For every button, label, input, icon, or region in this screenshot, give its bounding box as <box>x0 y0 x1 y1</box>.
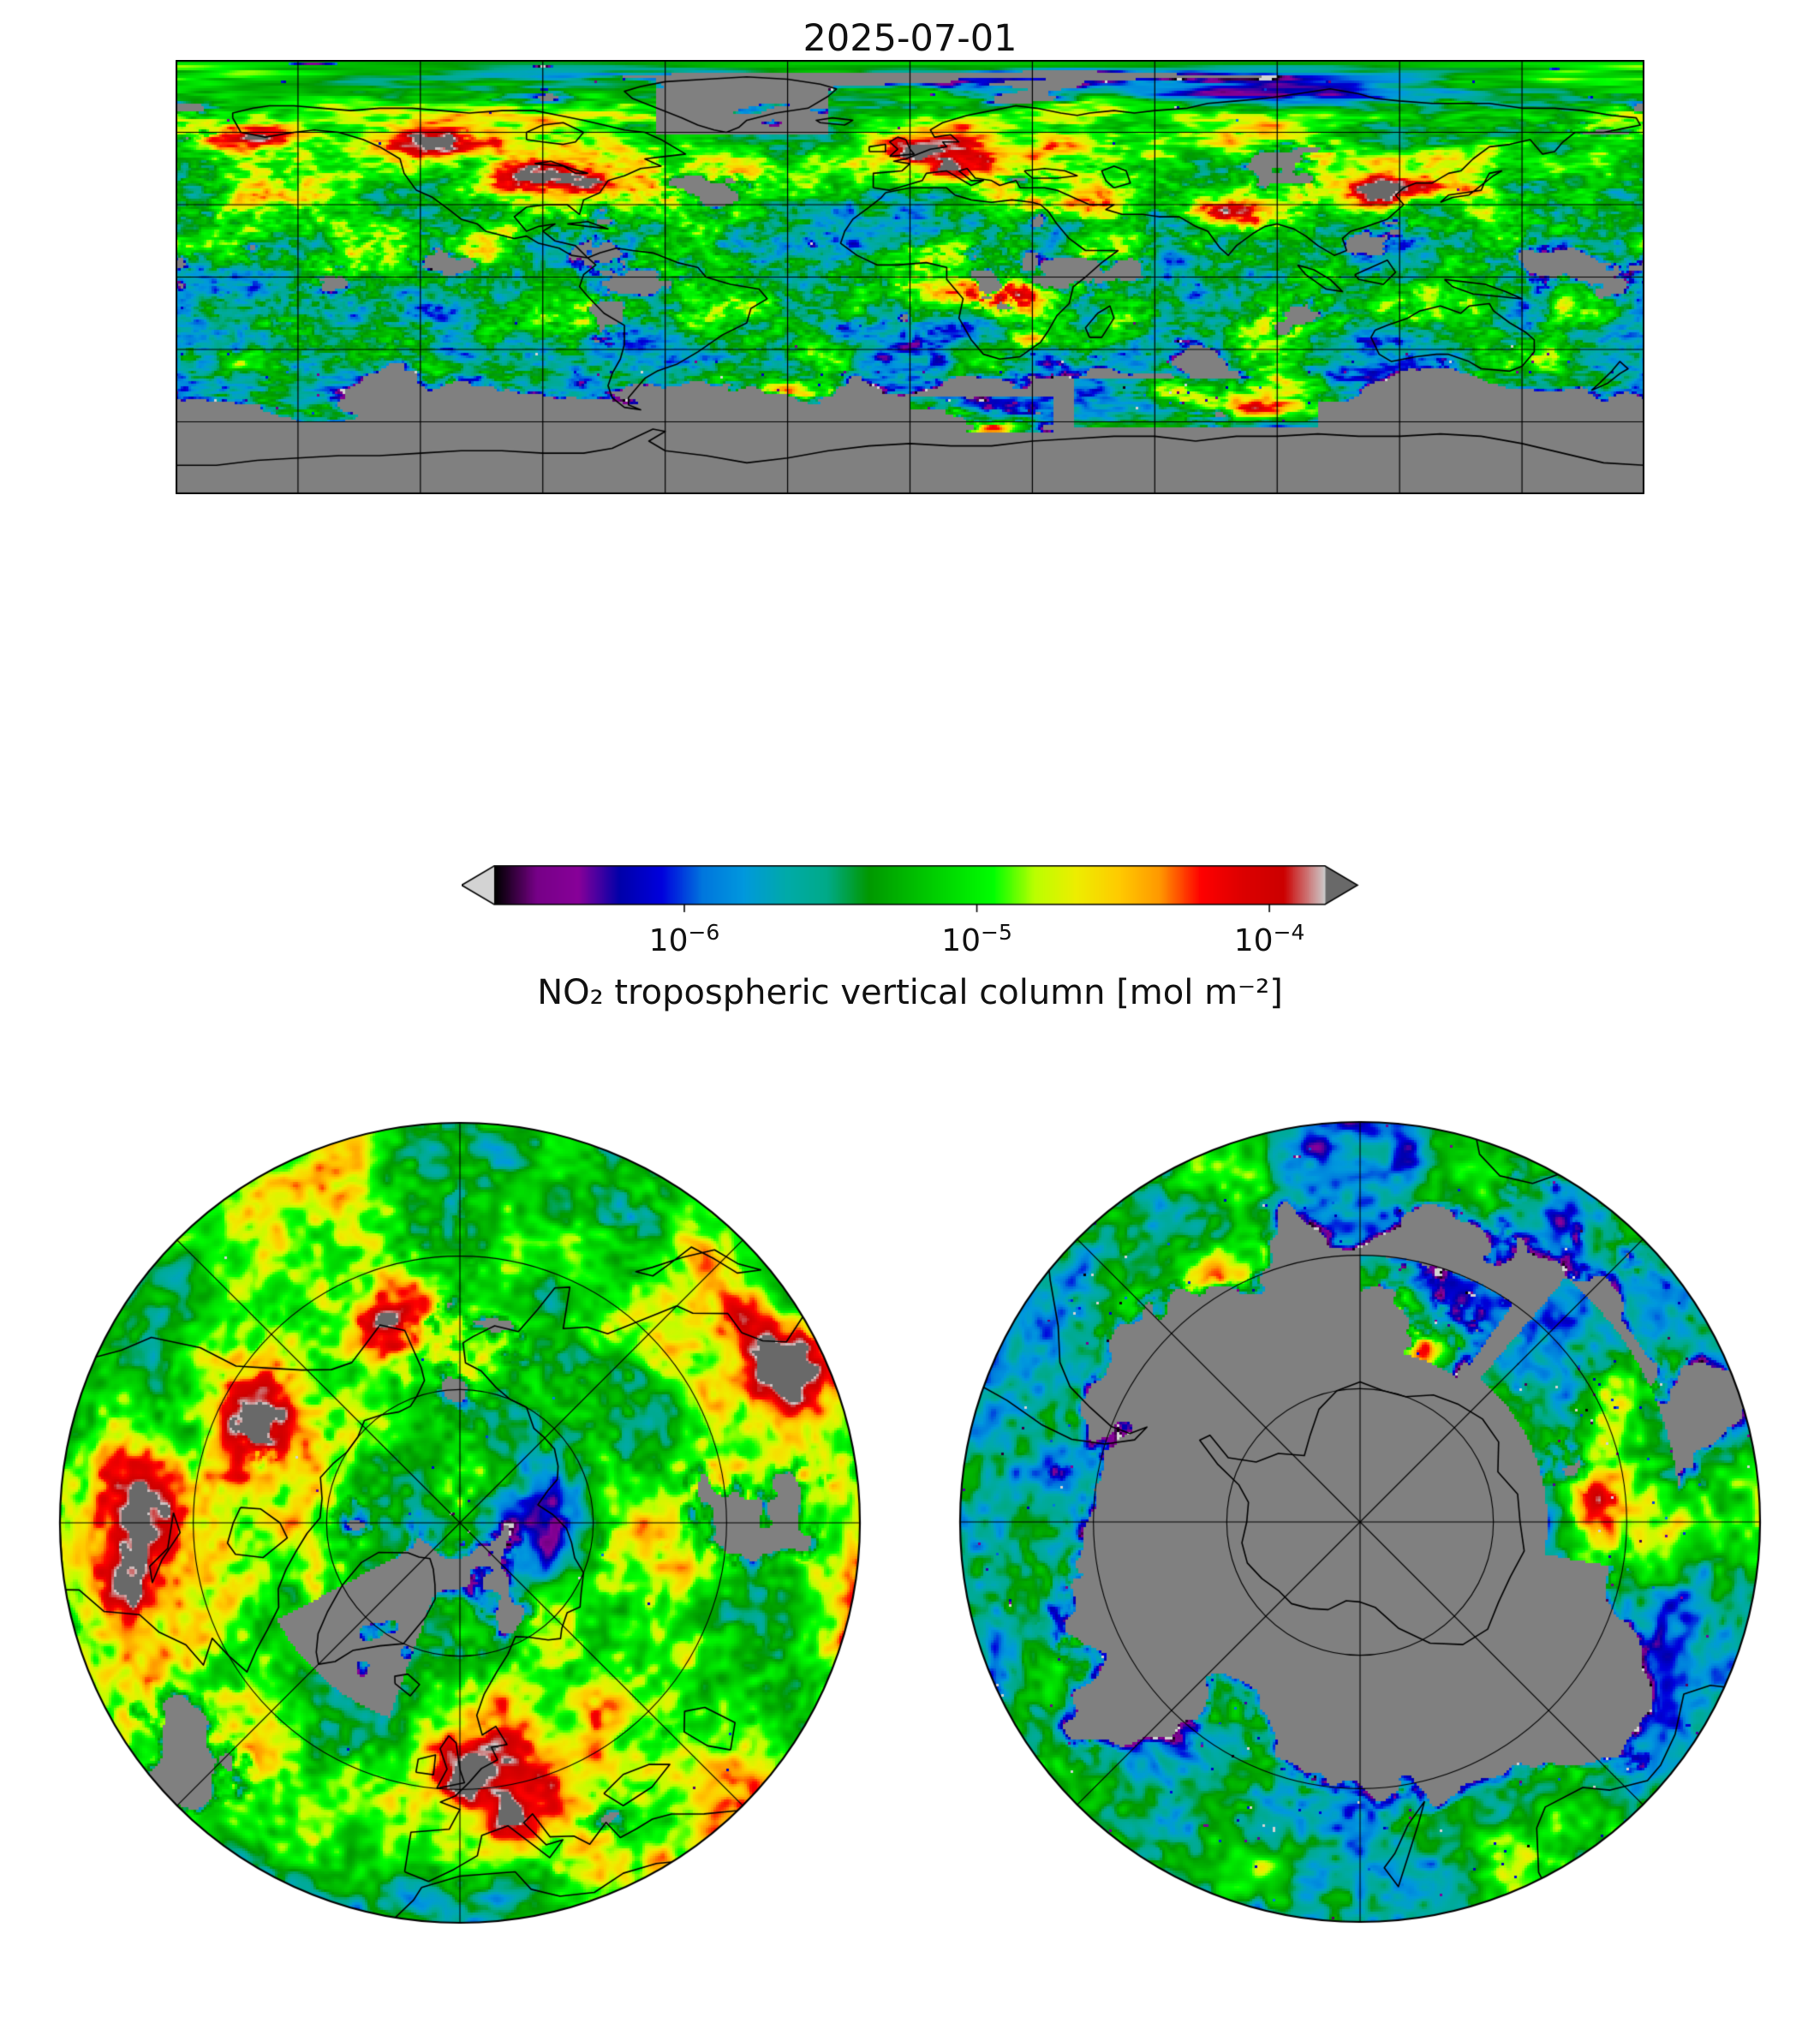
south-polar-map-canvas <box>958 1119 1763 1925</box>
tick-exponent: −4 <box>1273 920 1305 945</box>
colorbar-tick-label: 10−5 <box>941 920 1012 958</box>
tick-exponent: −5 <box>981 920 1012 945</box>
colorbar: 10−6 10−5 10−4 <box>462 865 1359 976</box>
north-polar-map-canvas <box>57 1120 862 1925</box>
tick-exponent: −6 <box>688 920 720 945</box>
colorbar-tick-label: 10−4 <box>1234 920 1305 958</box>
tick-base: 10 <box>941 923 982 958</box>
colorbar-label: NO₂ tropospheric vertical column [mol m⁻… <box>537 973 1283 1012</box>
tick-base: 10 <box>1233 923 1274 958</box>
colorbar-tick-label: 10−6 <box>649 920 720 958</box>
colorbar-canvas <box>462 865 1359 915</box>
figure-title: 2025-07-01 <box>803 17 1017 60</box>
tick-base: 10 <box>648 923 689 958</box>
global-map-canvas <box>176 60 1644 494</box>
